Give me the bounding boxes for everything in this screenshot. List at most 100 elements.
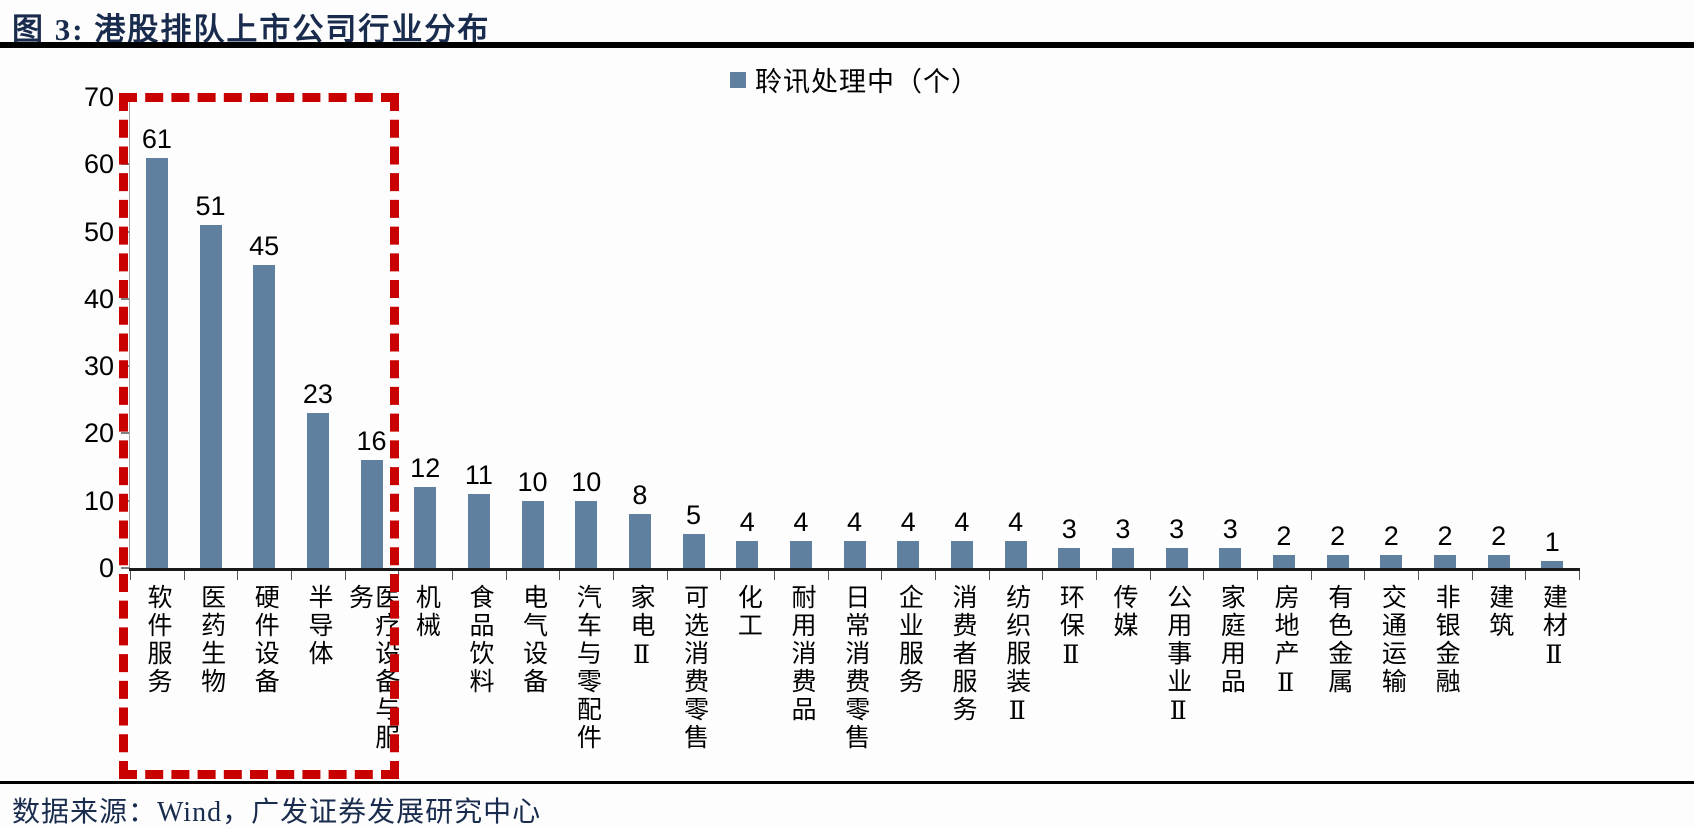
x-tick-mark: [1150, 571, 1151, 580]
bar-slot: 5: [667, 97, 721, 568]
bar: [253, 265, 276, 568]
category-slot: 医药生物: [184, 584, 238, 696]
x-tick-mark: [1096, 571, 1097, 580]
x-tick-mark: [345, 571, 346, 580]
bar-slot: 2: [1472, 97, 1526, 568]
category-slot: 可选消费零售: [667, 584, 721, 752]
bar-value-label: 3: [1169, 514, 1185, 544]
y-tick-label: 60: [83, 149, 114, 179]
bar: [789, 541, 812, 568]
x-tick-mark: [1579, 571, 1580, 580]
bar-value-label: 2: [1276, 521, 1292, 551]
bar: [575, 501, 598, 568]
bar-value-label: 10: [571, 467, 602, 497]
x-tick-mark: [452, 571, 453, 580]
category-label: 纺织服装Ⅱ: [1002, 584, 1030, 728]
bar-value-label: 2: [1330, 521, 1346, 551]
x-tick-mark: [935, 571, 936, 580]
bar-value-label: 4: [739, 507, 755, 537]
bar-slot: 12: [398, 97, 452, 568]
category-slot: 汽车与零配件: [559, 584, 613, 752]
bar-value-label: 2: [1437, 521, 1453, 551]
y-tick-label: 50: [83, 217, 114, 247]
bar: [1165, 548, 1188, 568]
category-slot: 交通运输: [1364, 584, 1418, 696]
bar-value-label: 10: [517, 467, 548, 497]
bar-slot: 45: [237, 97, 291, 568]
bar: [897, 541, 920, 568]
category-slot: 家电Ⅱ: [613, 584, 667, 672]
data-source: 数据来源：Wind，广发证券发展研究中心: [12, 797, 542, 828]
bar: [467, 494, 490, 568]
category-label: 消费者服务: [949, 584, 977, 724]
category-slot: 房地产Ⅱ: [1257, 584, 1311, 700]
bar-slot: 51: [184, 97, 238, 568]
category-slot: 硬件设备: [237, 584, 291, 696]
x-tick-mark: [184, 571, 185, 580]
x-tick-mark: [1472, 571, 1473, 580]
y-tick-label: 40: [83, 284, 114, 314]
bar-slot: 2: [1257, 97, 1311, 568]
bar-slot: 23: [291, 97, 345, 568]
x-tick-mark: [1364, 571, 1365, 580]
bar-slot: 2: [1364, 97, 1418, 568]
category-label: 可选消费零售: [680, 584, 708, 752]
category-slot: 日常消费零售: [828, 584, 882, 752]
x-tick-mark: [1525, 571, 1526, 580]
bar: [682, 534, 705, 568]
bar-slot: 1: [1525, 97, 1579, 568]
bar-slot: 61: [130, 97, 184, 568]
bar-series: 61 51 45 23 16 12 11 10 10 8 5 4 4 4 4 4 4 3 3 3 3 2 2 2 2 2 1: [130, 97, 1579, 568]
category-slot: 消费者服务: [935, 584, 989, 724]
bar-slot: 3: [1150, 97, 1204, 568]
bar-slot: 4: [720, 97, 774, 568]
category-label: 电气设备: [519, 584, 547, 696]
category-label: 传媒: [1110, 584, 1138, 640]
x-tick-mark: [130, 571, 131, 580]
legend: 聆讯处理中（个）: [130, 60, 1579, 99]
bar-value-label: 4: [900, 507, 916, 537]
bar-slot: 3: [1042, 97, 1096, 568]
category-label: 食品饮料: [465, 584, 493, 696]
category-label: 有色金属: [1324, 584, 1352, 696]
bar: [360, 460, 383, 568]
category-label: 日常消费零售: [841, 584, 869, 752]
category-labels: 软件服务 医药生物 硬件设备 半导体 医疗设备与服务 机械 食品饮料 电气设备 汽车与零配件 家电…: [130, 584, 1579, 779]
bar-slot: 4: [774, 97, 828, 568]
bar-slot: 10: [559, 97, 613, 568]
category-label: 建筑: [1485, 584, 1513, 640]
legend-label: 聆讯处理中（个）: [755, 67, 979, 97]
category-slot: 公用事业Ⅱ: [1150, 584, 1204, 728]
x-tick-mark: [613, 571, 614, 580]
category-label: 汽车与零配件: [573, 584, 601, 752]
category-label: 公用事业Ⅱ: [1163, 584, 1191, 728]
bar: [1433, 555, 1456, 568]
bar: [843, 541, 866, 568]
title-divider: [0, 42, 1694, 48]
bar-value-label: 61: [141, 124, 172, 154]
category-slot: 建筑: [1472, 584, 1526, 640]
category-label: 机械: [412, 584, 440, 640]
bar-slot: 4: [989, 97, 1043, 568]
x-tick-mark: [559, 571, 560, 580]
bar-value-label: 16: [356, 426, 387, 456]
bar-slot: 3: [1203, 97, 1257, 568]
category-label: 企业服务: [895, 584, 923, 696]
bar: [1219, 548, 1242, 568]
category-label: 环保Ⅱ: [1056, 584, 1084, 672]
bar: [628, 514, 651, 568]
y-tick-label: 0: [98, 553, 114, 583]
category-slot: 机械: [398, 584, 452, 640]
bar-value-label: 3: [1061, 514, 1077, 544]
bar: [1058, 548, 1081, 568]
bottom-divider: [0, 781, 1694, 784]
bar-slot: 4: [828, 97, 882, 568]
bar-slot: 16: [345, 97, 399, 568]
figure-title: 图 3: 港股排队上市公司行业分布: [12, 12, 491, 47]
bar-value-label: 3: [1115, 514, 1131, 544]
bar: [145, 158, 168, 568]
bar-value-label: 3: [1222, 514, 1238, 544]
category-slot: 化工: [720, 584, 774, 640]
category-label: 化工: [734, 584, 762, 640]
x-tick-mark: [1042, 571, 1043, 580]
